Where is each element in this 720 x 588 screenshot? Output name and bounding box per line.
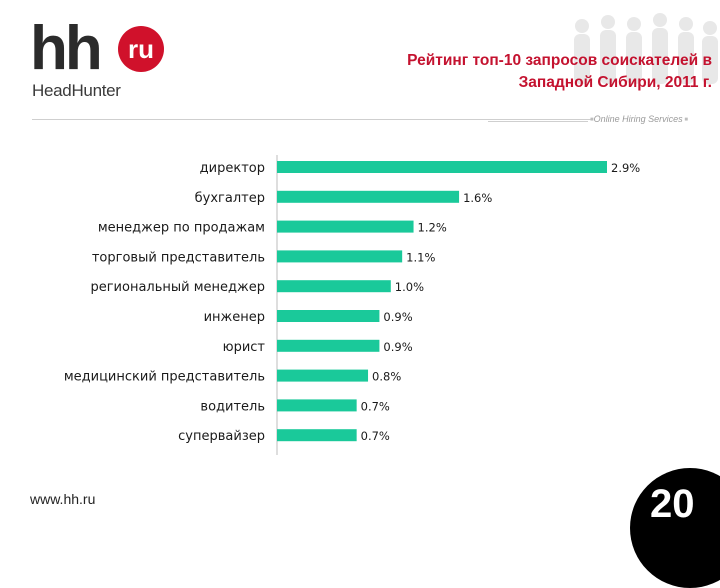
category-label: бухгалтер — [195, 191, 265, 206]
category-label: медицинский представитель — [64, 370, 265, 385]
value-label: 0.7% — [361, 429, 390, 443]
value-label: 1.6% — [463, 191, 492, 205]
headhunter-logo: hh ru HeadHunter — [30, 18, 180, 108]
bar — [277, 250, 403, 263]
logo-hh-text: hh — [30, 14, 103, 83]
logo-ru-badge: ru — [118, 26, 164, 72]
category-label: юрист — [223, 340, 266, 355]
category-label: региональный менеджер — [90, 280, 265, 295]
value-label: 1.2% — [418, 221, 447, 235]
title-line-2: Западной Сибири, 2011 г. — [518, 74, 712, 91]
bar — [277, 280, 391, 293]
category-label: водитель — [200, 399, 265, 414]
bar — [277, 190, 460, 203]
value-label: 0.7% — [361, 399, 390, 413]
tagline: Online Hiring Services — [590, 114, 688, 124]
bar — [277, 161, 607, 173]
value-label: 1.0% — [395, 280, 424, 294]
bar — [277, 310, 380, 322]
value-label: 2.9% — [611, 161, 640, 175]
logo-brand-name: HeadHunter — [32, 81, 121, 100]
slide-title: Рейтинг топ-10 запросов соискателей в За… — [292, 50, 712, 94]
bars-layer: директор 2.9% бухгалтер 1.6% менеджер по про… — [64, 161, 640, 444]
category-label: директор — [200, 161, 265, 176]
bar — [277, 369, 369, 382]
website-link[interactable]: www.hh.ru — [30, 491, 96, 507]
category-label: супервайзер — [178, 429, 265, 444]
category-label: менеджер по продажам — [98, 221, 265, 236]
bar — [277, 399, 357, 412]
people-silhouettes-icon — [574, 13, 718, 84]
value-label: 1.1% — [406, 250, 435, 264]
bar-chart: директор 2.9% бухгалтер 1.6% менеджер по про… — [64, 155, 640, 455]
header-divider — [32, 119, 592, 120]
bar — [277, 339, 380, 352]
value-label: 0.9% — [383, 310, 412, 324]
bar — [277, 220, 414, 233]
value-label: 0.9% — [383, 340, 412, 354]
page-number: 20 — [650, 482, 695, 526]
category-label: торговый представитель — [92, 250, 265, 265]
bar — [277, 429, 357, 442]
value-label: 0.8% — [372, 370, 401, 384]
title-line-1: Рейтинг топ-10 запросов соискателей в — [407, 52, 712, 69]
category-label: инженер — [204, 310, 265, 325]
header-divider-accent — [488, 121, 588, 122]
